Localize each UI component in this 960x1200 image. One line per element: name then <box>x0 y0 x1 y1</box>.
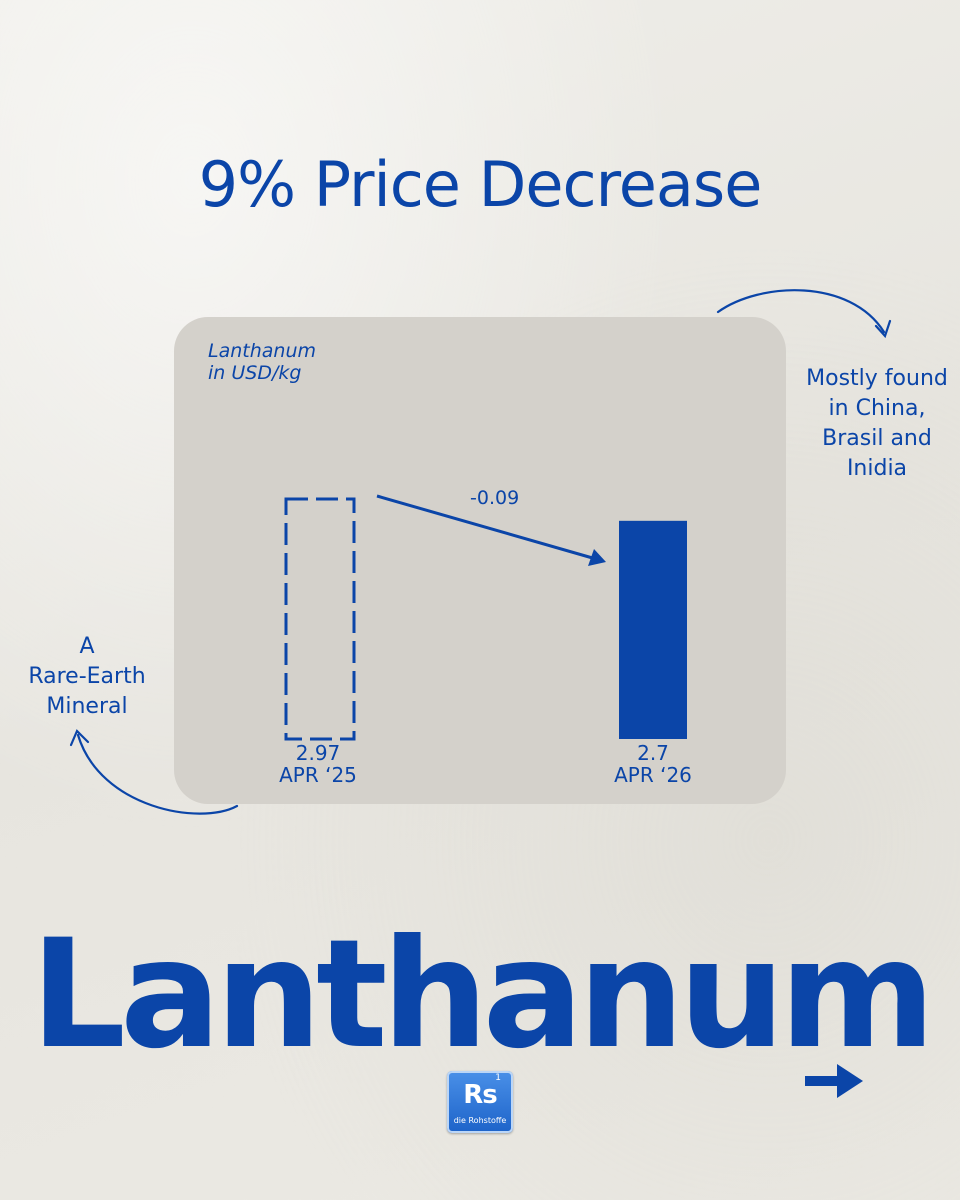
change-arrow <box>376 494 606 566</box>
chart-title: Lanthanum <box>208 340 316 362</box>
bar-1 <box>284 497 356 741</box>
note-left-line-3: Mineral <box>46 694 128 719</box>
note-left-line-2: Rare-Earth <box>28 664 146 689</box>
note-right-line-3: Brasil and <box>822 426 932 451</box>
note-left-line-1: A <box>79 634 95 659</box>
curved-arrow-icon-left <box>69 729 239 815</box>
bar-2 <box>619 520 687 739</box>
logo-name: die Rohstoffe <box>453 1116 507 1125</box>
logo-symbol: Rs <box>463 1080 498 1110</box>
bar-category-label-2: APR ‘26 <box>614 763 692 787</box>
element-name: Lanthanum <box>30 908 935 1082</box>
note-right-line-1: Mostly found <box>806 366 948 391</box>
bar-label-1: 2.97 APR ‘25 <box>248 742 388 786</box>
bar-label-2: 2.7 APR ‘26 <box>583 742 723 786</box>
bar-value-label-1: 2.97 <box>295 741 341 765</box>
note-right-line-2: in China, <box>828 396 926 421</box>
bar-value-label-2: 2.7 <box>637 741 669 765</box>
chart-unit: in USD/kg <box>208 362 302 384</box>
change-label: -0.09 <box>470 487 520 509</box>
note-left: A Rare-Earth Mineral <box>10 632 164 722</box>
bar-category-label-1: APR ‘25 <box>279 763 357 787</box>
bars-group <box>284 497 687 741</box>
headline: 9% Price Decrease <box>198 148 763 221</box>
brand-logo[interactable]: 1 Rs die Rohstoffe <box>447 1071 513 1133</box>
curved-arrow-icon-right <box>716 289 892 339</box>
note-right-line-4: Inidia <box>846 456 908 481</box>
chart-label: Lanthanum in USD/kg <box>208 340 316 384</box>
arrow-right-icon[interactable] <box>803 1060 865 1102</box>
logo-number: 1 <box>495 1073 501 1083</box>
note-right: Mostly found in China, Brasil and Inidia <box>792 364 960 484</box>
